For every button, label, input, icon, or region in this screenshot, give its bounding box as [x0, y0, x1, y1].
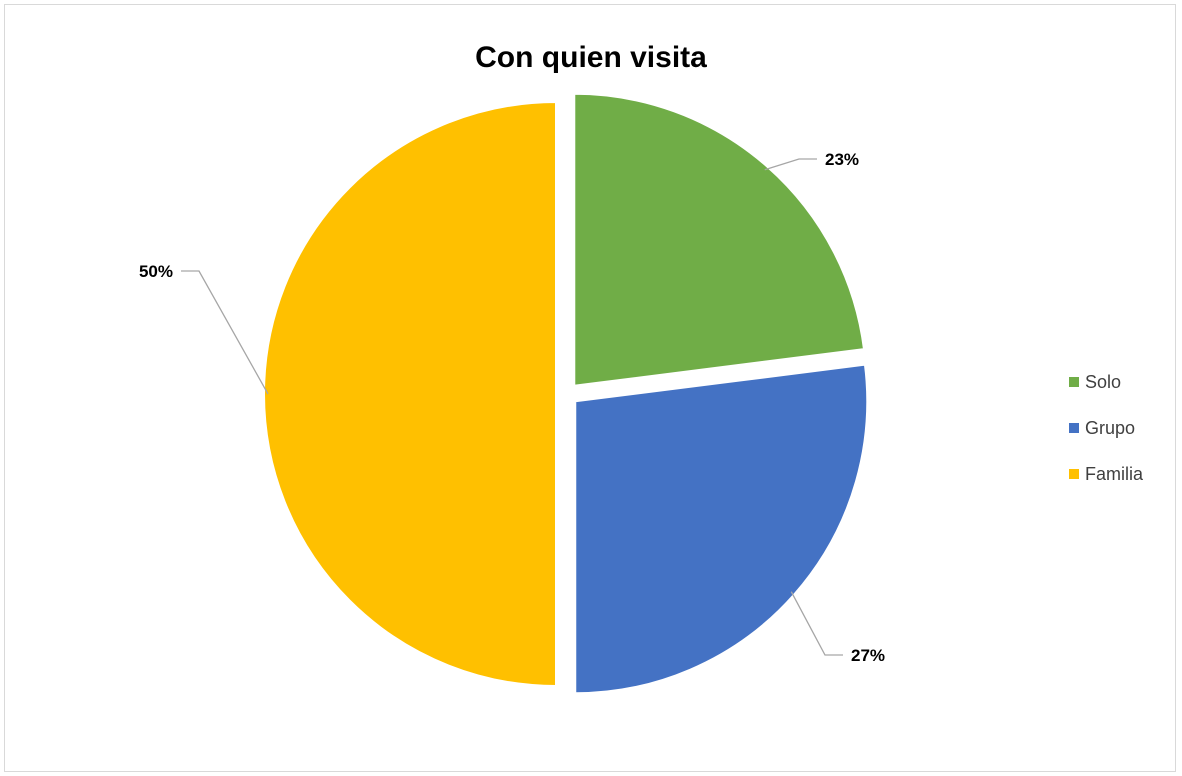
leader-line-solo: [764, 158, 817, 171]
pie-slice-grupo: [574, 363, 869, 695]
data-label-grupo: 27%: [851, 646, 885, 665]
chart-area: Con quien visita 23% 27% 50% Solo Grupo Fami…: [4, 4, 1176, 772]
legend-label-solo: Solo: [1085, 372, 1121, 392]
data-labels: 23% 27% 50%: [139, 150, 885, 665]
legend-swatch-grupo: [1069, 423, 1079, 433]
chart-title: Con quien visita: [475, 41, 707, 74]
legend-swatch-solo: [1069, 377, 1079, 387]
data-label-solo: 23%: [825, 150, 859, 169]
pie-slices: [263, 92, 869, 695]
legend: Solo Grupo Familia: [1069, 372, 1144, 484]
leader-line-familia: [181, 270, 269, 395]
pie-slice-familia: [263, 100, 557, 688]
data-label-familia: 50%: [139, 262, 173, 281]
leader-lines: [181, 158, 843, 656]
legend-swatch-familia: [1069, 469, 1079, 479]
leader-line-grupo: [790, 591, 843, 656]
pie-slice-solo: [573, 92, 866, 387]
legend-label-familia: Familia: [1085, 464, 1144, 484]
legend-label-grupo: Grupo: [1085, 418, 1135, 438]
pie-chart: Con quien visita 23% 27% 50% Solo Grupo Fami…: [139, 41, 1144, 695]
